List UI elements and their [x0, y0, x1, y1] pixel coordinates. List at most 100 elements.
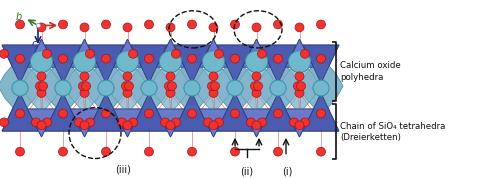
Circle shape [58, 54, 68, 63]
Polygon shape [200, 109, 228, 137]
Circle shape [78, 82, 88, 90]
Circle shape [37, 72, 46, 81]
Polygon shape [174, 93, 210, 131]
Polygon shape [303, 45, 339, 83]
Circle shape [58, 147, 68, 156]
Circle shape [166, 88, 175, 97]
Circle shape [16, 109, 24, 118]
Circle shape [160, 51, 182, 72]
Circle shape [144, 54, 154, 63]
Circle shape [102, 109, 110, 118]
Circle shape [42, 49, 51, 58]
Polygon shape [286, 39, 314, 67]
Polygon shape [22, 59, 62, 114]
Circle shape [80, 121, 89, 130]
Circle shape [37, 121, 46, 130]
Polygon shape [174, 45, 210, 83]
Polygon shape [131, 93, 167, 131]
Polygon shape [0, 57, 42, 116]
Polygon shape [114, 109, 141, 137]
Circle shape [172, 49, 180, 58]
Circle shape [80, 88, 89, 97]
Circle shape [86, 118, 94, 127]
Circle shape [164, 82, 173, 90]
Polygon shape [45, 45, 81, 83]
Circle shape [295, 23, 304, 32]
Polygon shape [174, 93, 210, 131]
Circle shape [12, 80, 28, 96]
Polygon shape [217, 93, 253, 131]
Circle shape [0, 118, 8, 127]
Polygon shape [114, 39, 141, 67]
Polygon shape [242, 109, 270, 137]
Circle shape [230, 109, 239, 118]
Polygon shape [88, 93, 124, 131]
Polygon shape [108, 59, 148, 114]
Polygon shape [70, 39, 99, 67]
Polygon shape [299, 57, 343, 116]
Polygon shape [260, 93, 296, 131]
Circle shape [274, 109, 282, 118]
Polygon shape [84, 57, 128, 116]
Circle shape [288, 51, 310, 72]
Circle shape [246, 51, 268, 72]
Circle shape [274, 20, 282, 29]
Polygon shape [280, 59, 320, 114]
Circle shape [209, 88, 218, 97]
Polygon shape [41, 57, 85, 116]
Polygon shape [114, 39, 141, 67]
Circle shape [288, 51, 310, 72]
Circle shape [58, 20, 68, 29]
Circle shape [37, 23, 46, 32]
Polygon shape [150, 59, 190, 114]
Polygon shape [213, 57, 257, 116]
Polygon shape [70, 39, 99, 67]
Polygon shape [299, 57, 343, 116]
Circle shape [30, 51, 52, 72]
Polygon shape [194, 59, 234, 114]
Polygon shape [156, 109, 184, 137]
Polygon shape [41, 57, 85, 116]
Circle shape [202, 51, 224, 72]
Circle shape [102, 20, 110, 29]
Circle shape [208, 82, 216, 90]
Polygon shape [170, 57, 214, 116]
Circle shape [144, 109, 154, 118]
Text: b: b [16, 12, 22, 22]
Circle shape [295, 88, 304, 97]
Polygon shape [200, 39, 228, 67]
Circle shape [141, 80, 157, 96]
Polygon shape [2, 45, 38, 83]
Circle shape [42, 118, 51, 127]
Polygon shape [200, 39, 228, 67]
Circle shape [141, 80, 157, 96]
Polygon shape [213, 57, 257, 116]
Circle shape [123, 72, 132, 81]
Circle shape [98, 80, 114, 96]
Circle shape [128, 118, 138, 127]
Circle shape [16, 54, 24, 63]
Circle shape [188, 109, 196, 118]
Circle shape [80, 72, 89, 81]
Polygon shape [242, 39, 270, 67]
Circle shape [230, 54, 239, 63]
Polygon shape [217, 45, 253, 83]
Polygon shape [127, 57, 171, 116]
Circle shape [313, 80, 329, 96]
Circle shape [74, 51, 96, 72]
Circle shape [168, 82, 176, 90]
Polygon shape [88, 93, 124, 131]
Polygon shape [260, 45, 296, 83]
Polygon shape [170, 57, 214, 116]
Polygon shape [64, 59, 104, 114]
Circle shape [37, 88, 46, 97]
Circle shape [230, 147, 239, 156]
Circle shape [250, 82, 260, 90]
Circle shape [313, 80, 329, 96]
Circle shape [184, 80, 200, 96]
Text: Chain of SiO₄ tetrahedra
(Dreierketten): Chain of SiO₄ tetrahedra (Dreierketten) [340, 122, 446, 142]
Circle shape [116, 51, 138, 72]
Circle shape [123, 121, 132, 130]
Circle shape [295, 121, 304, 130]
Circle shape [316, 54, 326, 63]
